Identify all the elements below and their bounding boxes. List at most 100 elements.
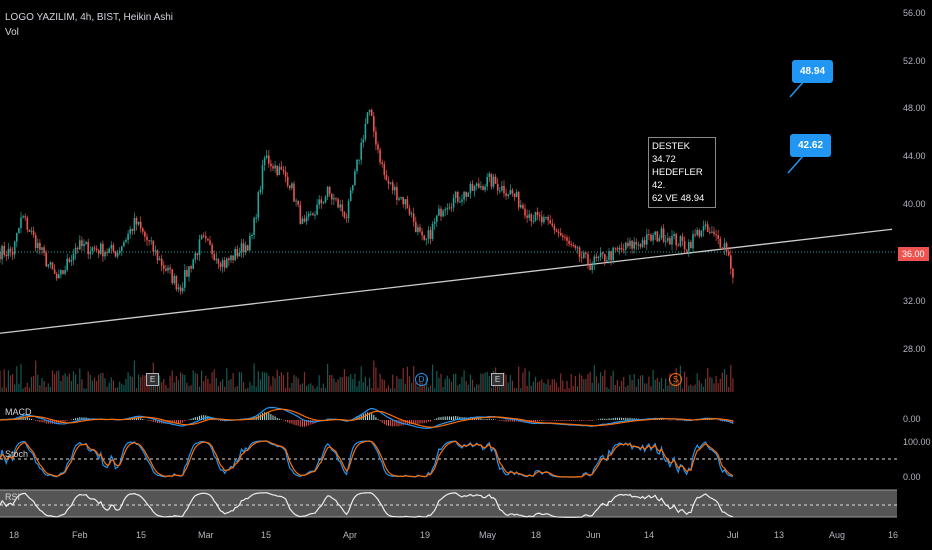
volume-bar — [43, 381, 45, 392]
volume-bar — [261, 371, 264, 392]
candle — [713, 231, 715, 235]
macd-histogram-bar — [390, 420, 392, 427]
macd-histogram-bar — [604, 418, 606, 420]
candle — [557, 231, 560, 233]
candle — [652, 234, 654, 241]
candle — [358, 159, 360, 161]
macd-histogram-bar — [572, 420, 574, 421]
macd-histogram-bar — [381, 420, 383, 423]
volume-bar — [692, 386, 694, 392]
candle — [303, 218, 306, 222]
volume-bar — [98, 374, 100, 392]
dividend-marker[interactable]: D — [415, 373, 428, 386]
macd-histogram-bar — [661, 419, 662, 420]
candle — [173, 275, 176, 284]
volume-bar — [58, 370, 60, 392]
volume-bar — [419, 381, 421, 392]
macd-histogram-bar — [482, 419, 484, 420]
volume-bar — [93, 377, 96, 392]
volume-bar — [337, 379, 339, 392]
macd-histogram-bar — [709, 419, 711, 420]
volume-bar — [379, 373, 381, 392]
volume-bar — [707, 368, 709, 392]
volume-bar — [513, 387, 516, 392]
macd-histogram-bar — [455, 415, 457, 420]
macd-histogram-bar — [299, 420, 301, 427]
volume-bar — [621, 381, 623, 392]
volume-bar — [518, 366, 520, 392]
candle — [494, 176, 497, 184]
volume-bar — [595, 376, 597, 392]
macd-histogram-bar — [396, 420, 398, 427]
candle — [427, 230, 430, 239]
candle — [9, 248, 12, 252]
candle — [423, 235, 425, 240]
volume-bar — [54, 374, 56, 392]
candle — [41, 247, 43, 250]
volume-bar — [177, 380, 180, 392]
candle — [93, 247, 96, 249]
volume-bar — [579, 373, 581, 392]
macd-histogram-bar — [446, 416, 448, 420]
candle — [87, 242, 89, 255]
candle — [635, 241, 638, 245]
macd-histogram-bar — [415, 420, 417, 425]
time-tick: 18 — [9, 530, 20, 540]
candle — [410, 213, 413, 215]
macd-histogram-bar — [558, 420, 560, 421]
volume-bar — [341, 377, 343, 392]
volume-bar — [461, 376, 463, 392]
volume-bar — [511, 380, 513, 392]
candle — [244, 245, 247, 253]
earnings-marker[interactable]: E — [491, 373, 504, 386]
candle — [671, 235, 673, 245]
candle — [620, 247, 623, 250]
volume-bar — [251, 385, 253, 392]
candle — [585, 252, 587, 255]
volume-bar — [440, 373, 442, 392]
candle — [154, 250, 157, 252]
target-callout-48[interactable]: 48.94 — [792, 60, 834, 83]
time-tick: 13 — [774, 530, 785, 540]
split-marker[interactable]: S — [669, 373, 682, 386]
macd-histogram-bar — [201, 415, 203, 420]
volume-bar — [144, 375, 146, 392]
volume-bar — [677, 380, 679, 392]
candle — [47, 264, 50, 267]
macd-histogram-bar — [448, 416, 450, 420]
volume-bar — [91, 380, 93, 392]
candle — [719, 238, 722, 248]
macd-histogram-bar — [719, 420, 721, 422]
candle — [163, 265, 165, 269]
text-note[interactable]: DESTEK 34.72 HEDEFLER 42. 62 VE 48.94 — [648, 137, 716, 208]
candle — [608, 251, 610, 261]
candle — [312, 213, 314, 216]
volume-bar — [482, 373, 484, 392]
trendline — [0, 228, 893, 334]
volume-bar — [484, 372, 486, 392]
macd-histogram-bar — [509, 420, 511, 422]
volume-bar — [642, 374, 644, 392]
time-tick: Jul — [727, 530, 739, 540]
macd-histogram-bar — [371, 413, 373, 420]
volume-bar — [81, 379, 83, 392]
volume-bar — [333, 378, 335, 392]
target-callout-42[interactable]: 42.62 — [790, 134, 832, 157]
volume-bar — [402, 368, 404, 392]
volume-bar — [79, 368, 81, 392]
candle — [465, 191, 467, 197]
candle — [484, 186, 486, 191]
volume-bar — [327, 363, 329, 392]
macd-histogram-bar — [369, 412, 371, 420]
macd-histogram-bar — [486, 418, 488, 420]
volume-bar — [360, 366, 362, 392]
volume-bar — [278, 375, 280, 392]
price-tick: 28.00 — [903, 344, 926, 354]
candle — [43, 247, 45, 253]
candle — [276, 165, 278, 175]
earnings-marker[interactable]: E — [146, 373, 159, 386]
volume-bar — [100, 373, 102, 392]
volume-bar — [112, 380, 114, 392]
candle — [255, 217, 257, 219]
